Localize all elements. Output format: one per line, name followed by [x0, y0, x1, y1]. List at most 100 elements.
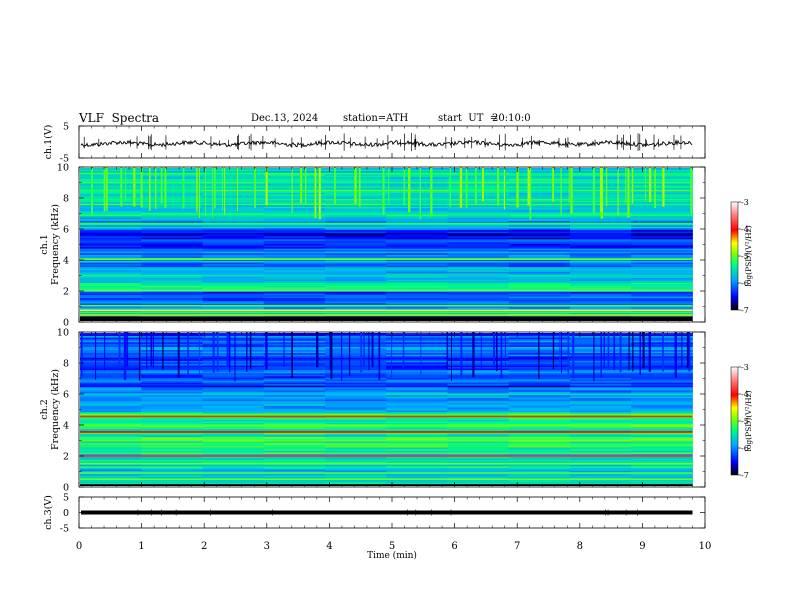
spectrogram-cell	[141, 195, 203, 198]
spectrogram-cell	[447, 273, 510, 276]
spectrogram-cell	[447, 422, 510, 425]
spectrogram-cell	[447, 188, 510, 190]
spectrogram-cell	[447, 362, 510, 365]
spectrogram-cell	[447, 214, 510, 217]
spectrogram-cell	[263, 247, 326, 249]
spectrogram-cell	[508, 242, 571, 245]
spectrogram-cell	[80, 181, 142, 184]
spectrogram-cell	[447, 391, 510, 394]
spectrogram-cell	[263, 471, 326, 473]
spectrogram-cell	[80, 433, 142, 436]
spectrogram-cell	[263, 395, 326, 397]
spectrogram-cell	[570, 427, 632, 430]
spectrogram-cell	[508, 273, 571, 276]
spectrogram-cell	[631, 412, 693, 414]
spectrogram-cell	[80, 357, 142, 360]
spectrogram-streak	[334, 167, 336, 205]
spectrogram-cell	[263, 301, 326, 304]
spectrogram-cell	[263, 282, 326, 285]
spectrogram-cell	[325, 407, 387, 410]
spectrogram-cell	[570, 404, 632, 407]
spectrogram-cell	[386, 413, 448, 416]
spectrogram-cell	[202, 302, 265, 305]
spectrogram-streak	[592, 167, 596, 213]
spectrogram-cell	[141, 387, 203, 390]
spectrogram-cell	[631, 464, 693, 467]
spectrogram-streak	[316, 332, 319, 368]
spectrogram-low-band	[80, 484, 693, 486]
spectrogram-cell	[141, 267, 203, 269]
spectrogram-cell	[447, 233, 510, 235]
spectrogram-cell	[447, 245, 510, 248]
spectrogram-cell	[325, 350, 387, 352]
spectrogram-cell	[570, 475, 632, 478]
spectrogram-cell	[325, 348, 387, 351]
spectrogram-cell	[508, 183, 571, 186]
spectrogram-cell	[325, 395, 387, 397]
spectrogram-cell	[447, 247, 510, 249]
spectrogram-cell	[202, 359, 265, 362]
spectrogram-cell	[508, 368, 571, 371]
spectrogram-cell	[141, 337, 203, 340]
spectrogram-cell	[570, 388, 632, 391]
spectrogram-cell	[263, 346, 326, 349]
spectrogram-streak	[681, 332, 683, 367]
spectrogram-cell	[447, 350, 510, 352]
spectrogram-cell	[447, 243, 510, 246]
spectrogram-cell	[508, 276, 571, 279]
spectrogram-cell	[386, 188, 448, 190]
spectrogram-cell	[141, 180, 203, 183]
spectrogram-cell	[141, 469, 203, 472]
spectrogram-cell	[141, 290, 203, 293]
spectrogram-cell	[325, 334, 387, 337]
spectrogram-cell	[202, 444, 265, 447]
spectrogram-cell	[141, 237, 203, 240]
spectrogram-cell	[141, 398, 203, 400]
spectrogram-cell	[141, 203, 203, 206]
spectrogram-cell	[631, 351, 693, 354]
spectrogram-cell	[508, 381, 571, 383]
spectrogram-cell	[386, 220, 448, 223]
spectrogram-cell	[263, 253, 326, 256]
y-tick-label: 2	[63, 452, 69, 463]
spectrogram-cell	[202, 395, 265, 397]
spectrogram-cell	[325, 432, 387, 434]
spectrogram-cell	[263, 306, 326, 308]
ch3-ylabel: ch.3(V)	[43, 495, 54, 530]
spectrogram-streak	[106, 167, 108, 211]
spectrogram-cell	[325, 274, 387, 277]
spectrogram-streak	[465, 167, 468, 209]
spectrogram-cell	[80, 432, 142, 434]
spectrogram-cell	[141, 299, 203, 302]
spectrogram-cell	[202, 351, 265, 354]
spectrogram-cell	[80, 212, 142, 215]
spectrogram-cell	[508, 342, 571, 345]
spectrogram-cell	[80, 217, 142, 220]
spectrogram-cell	[263, 367, 326, 369]
spectrogram-cell	[325, 230, 387, 232]
spectrogram-cell	[263, 237, 326, 240]
spectrogram-cell	[570, 240, 632, 243]
spectrogram-cell	[263, 477, 326, 479]
spectrogram-cell	[325, 234, 387, 237]
spectrogram-cell	[447, 239, 510, 242]
spectrogram-cell	[447, 264, 510, 266]
spectrogram-cell	[447, 293, 510, 296]
spectrogram-cell	[570, 293, 632, 296]
spectrogram-cell	[325, 469, 387, 472]
spectrogram-cell	[631, 393, 693, 396]
spectrogram-cell	[325, 223, 387, 226]
spectrogram-cell	[570, 233, 632, 235]
spectrogram-cell	[141, 388, 203, 391]
spectrogram-cell	[202, 475, 265, 478]
spectrogram-cell	[325, 393, 387, 396]
spectrogram-cell	[80, 240, 142, 243]
spectrogram-cell	[447, 439, 510, 442]
spectrogram-cell	[263, 268, 326, 271]
spectrogram-cell	[80, 343, 142, 346]
spectrogram-cell	[202, 337, 265, 340]
spectrogram-cell	[141, 374, 203, 377]
spectrogram-cell	[202, 418, 265, 421]
spectrogram-cell	[202, 239, 265, 242]
spectrogram-cell	[508, 231, 571, 234]
